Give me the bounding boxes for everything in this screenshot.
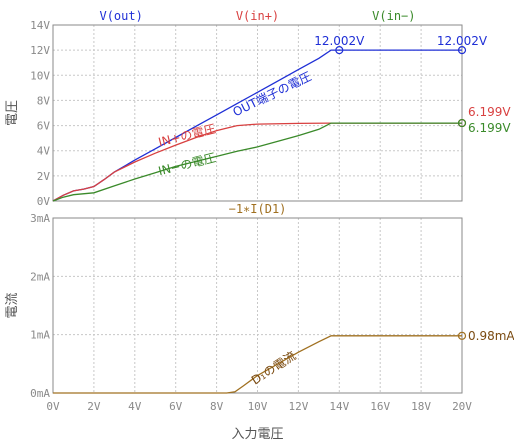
y-tick-label: 2mA [30,270,50,283]
voltage-panel: 0V 2V 4V 6V 8V 10V 12V 14V V(out) V(in+) V(in−) O… [5,9,511,208]
x-tick-label: 4V [128,400,142,413]
x-tick-label: 8V [210,400,224,413]
voltage-series [52,46,467,202]
x-tick-label: 14V [329,400,349,413]
y-tick-label: 3mA [30,212,50,225]
current-annotations: D₁の電流 [249,349,299,388]
value-label: 12.002V [437,34,488,48]
x-tick-label: 10V [248,400,268,413]
voltage-value-labels: 12.002V 12.002V 6.199V 6.199V [314,34,511,135]
legend-entry-1: V(in+) [236,9,279,23]
x-axis-label: 入力電圧 [231,427,283,442]
current-x-ticks: 0V 2V 4V 6V 8V 10V 12V 14V 16V 18V 20V [46,400,472,413]
y-tick-label: 8V [37,94,51,107]
y-tick-label: 10V [30,69,50,82]
x-tick-label: 0V [46,400,60,413]
x-tick-label: 18V [411,400,431,413]
y-tick-label: 6V [37,120,51,133]
voltage-y-axis-label: 電圧 [5,100,20,126]
current-legend: −1∗I(D1) [229,202,287,216]
y-tick-label: 14V [30,19,50,32]
y-tick-label: 0V [37,195,51,208]
voltage-legend: V(out) V(in+) V(in−) [99,9,415,23]
current-grid [53,218,462,393]
y-tick-label: 0mA [30,387,50,400]
y-tick-label: 2V [37,170,51,183]
data-marker [335,46,344,55]
annotation-label: D₁の電流 [249,349,299,388]
series-line-0 [53,335,462,394]
legend-entry-0: V(out) [99,9,142,23]
voltage-y-ticks: 0V 2V 4V 6V 8V 10V 12V 14V [30,19,50,208]
value-label: 12.002V [314,34,365,48]
series-line-1 [52,122,462,202]
data-marker [457,46,467,55]
value-label: 6.199V [468,105,511,119]
x-tick-label: 12V [288,400,308,413]
y-tick-label: 4V [37,145,51,158]
current-y-ticks: 0mA 1mA 2mA 3mA [30,212,50,400]
x-tick-label: 6V [169,400,183,413]
current-value-labels: 0.98mA [468,329,514,343]
data-marker [457,331,467,340]
annotation-label: OUT端子の電圧 [231,69,314,119]
voltage-grid [53,25,462,201]
data-marker [457,118,467,128]
legend-entry-2: V(in−) [372,9,415,23]
value-label: 0.98mA [468,329,514,343]
x-tick-label: 16V [370,400,390,413]
voltage-plot-frame [52,24,463,202]
y-tick-label: 12V [30,44,50,57]
series-line-2 [52,122,462,202]
current-y-axis-label: 電流 [5,292,20,318]
legend-entry-0: −1∗I(D1) [229,202,287,216]
annotation-label: IN−の電圧 [157,151,217,179]
value-label: 6.199V [468,121,511,135]
y-tick-label: 1mA [30,329,50,342]
x-tick-label: 20V [452,400,472,413]
x-tick-label: 2V [87,400,101,413]
current-plot-frame [52,217,463,394]
current-panel: 0V 2V 4V 6V 8V 10V 12V 14V 16V 18V 20V 0mA 1mA 2mA 3m… [5,202,514,442]
current-series [53,331,467,394]
